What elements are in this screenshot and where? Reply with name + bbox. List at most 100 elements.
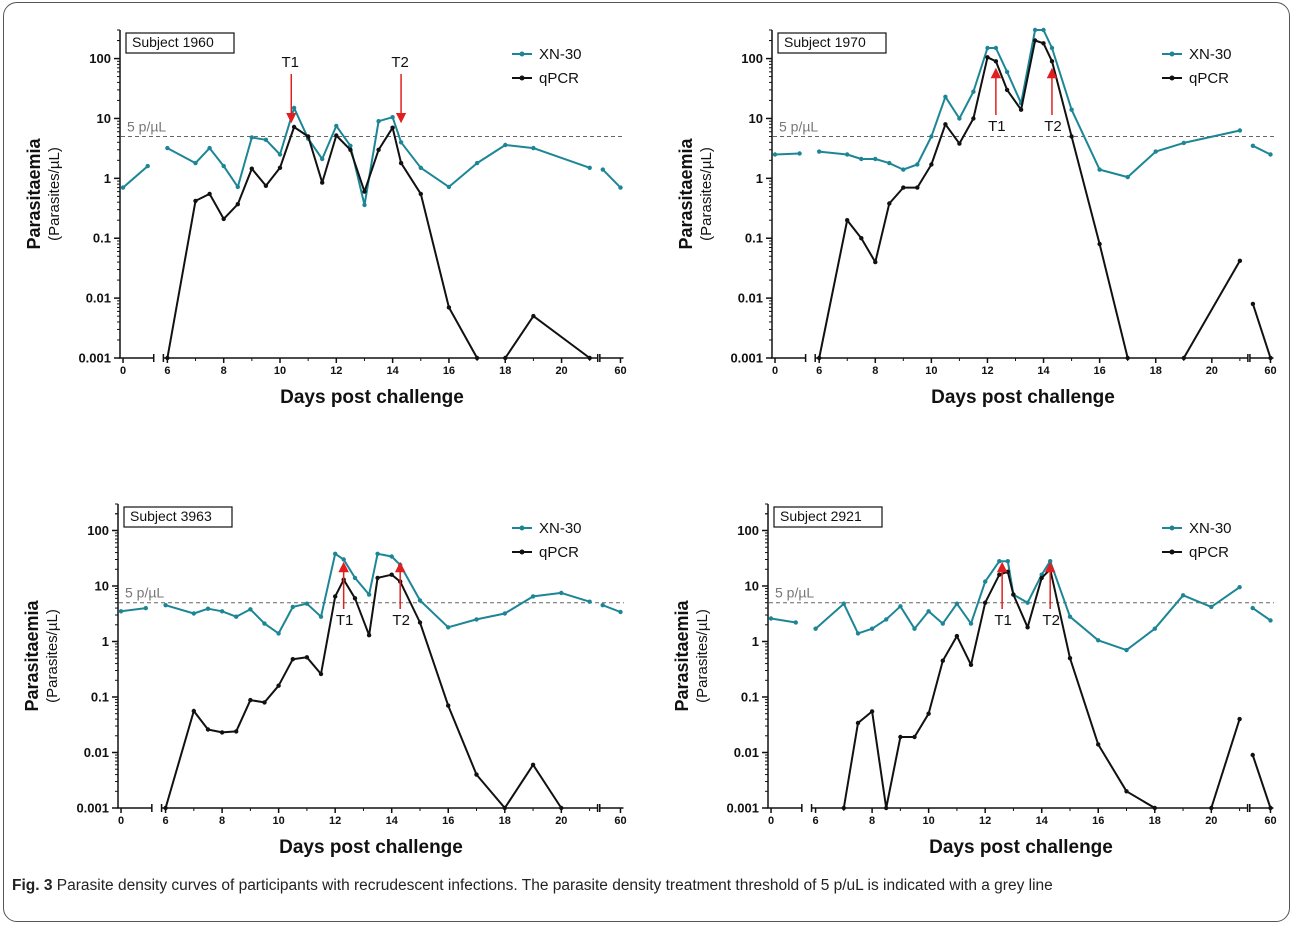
y-tick-label: 0.001 — [726, 801, 759, 816]
treatment-annotation: T2 — [392, 561, 410, 629]
data-point — [318, 614, 324, 619]
legend-marker — [1169, 75, 1175, 81]
data-point — [1250, 143, 1256, 148]
legend-entry: qPCR — [1162, 70, 1229, 87]
data-point — [320, 156, 325, 162]
data-point — [797, 151, 802, 156]
data-point — [304, 655, 310, 660]
data-point — [248, 697, 253, 703]
x-tick-label: 16 — [443, 365, 455, 377]
series-line — [814, 560, 1241, 652]
data-point — [912, 734, 917, 740]
legend-label: XN-30 — [539, 520, 582, 537]
y-tick-label: 0.01 — [86, 291, 111, 306]
data-point — [1268, 618, 1273, 623]
data-point — [912, 626, 917, 631]
y-tick-label: 0.01 — [738, 291, 763, 306]
annotation-label: T1 — [994, 612, 1012, 629]
data-point — [503, 355, 508, 361]
data-point — [1018, 107, 1024, 112]
annotation-label: T2 — [1042, 612, 1060, 629]
annotation-label: T2 — [1044, 118, 1062, 135]
series-qpcr — [841, 567, 1273, 811]
data-point — [234, 614, 239, 619]
data-point — [1124, 789, 1129, 794]
y-tick-label: 1 — [104, 171, 111, 186]
data-point — [587, 599, 592, 604]
y-tick-label: 0.1 — [91, 689, 109, 704]
data-point — [334, 123, 339, 129]
panel-title: Subject 3963 — [130, 508, 212, 524]
data-point — [165, 145, 170, 151]
legend-label: XN-30 — [1189, 46, 1232, 63]
y-tick-label: 0.1 — [741, 689, 759, 704]
panel-title: Subject 2921 — [780, 508, 862, 524]
data-point — [1096, 638, 1101, 643]
y-tick-label: 0.001 — [76, 801, 109, 816]
data-point — [1005, 569, 1010, 574]
data-point — [1268, 152, 1273, 157]
data-point — [841, 805, 846, 811]
y-axis-label: Parasitaemia — [672, 599, 692, 711]
annotation-label: T2 — [392, 612, 410, 629]
series-line — [1251, 754, 1272, 809]
legend-label: qPCR — [1189, 544, 1229, 561]
data-point — [219, 609, 225, 614]
data-point — [333, 594, 338, 599]
data-point — [263, 183, 269, 188]
y-tick-label: 0.1 — [93, 231, 111, 246]
x-axis-label: Days post challenge — [280, 387, 464, 408]
y-tick-label: 0.01 — [84, 745, 109, 760]
data-point — [884, 805, 889, 811]
x-tick-label: 12 — [981, 365, 993, 377]
y-axis-sublabel: (Parasites/µL) — [694, 609, 711, 703]
data-point — [446, 703, 451, 708]
data-point — [375, 575, 380, 581]
data-point — [997, 572, 1002, 577]
data-point — [587, 165, 592, 170]
data-point — [1152, 805, 1158, 811]
data-point — [618, 609, 623, 615]
data-point — [417, 620, 423, 625]
data-point — [1268, 805, 1273, 811]
data-point — [249, 135, 254, 140]
subject-label: Subject 1960 — [125, 32, 235, 54]
threshold-label: 5 p/µL — [127, 118, 166, 134]
data-point — [398, 140, 404, 145]
x-tick-label: 12 — [330, 365, 342, 377]
data-point — [530, 594, 536, 599]
y-tick-label: 0.001 — [78, 351, 111, 366]
data-point — [600, 167, 605, 172]
x-tick-label: 10 — [923, 815, 935, 827]
data-point — [901, 167, 906, 172]
x-tick-label: 12 — [329, 815, 341, 827]
x-tick-label: 60 — [1264, 365, 1276, 377]
data-point — [901, 185, 906, 190]
annotation-label: T1 — [282, 54, 300, 71]
figure-caption: Fig. 3 Parasite density curves of partic… — [12, 874, 1282, 898]
series-line — [166, 126, 478, 359]
x-tick-label: 8 — [872, 365, 878, 377]
data-point — [277, 152, 283, 157]
y-axis-label: Parasitaemia — [24, 137, 44, 249]
data-point — [915, 162, 920, 167]
legend-marker — [519, 549, 525, 555]
annotation-label: T2 — [391, 54, 409, 71]
data-point — [1237, 258, 1243, 263]
data-point — [559, 590, 564, 596]
data-point — [366, 633, 372, 638]
data-point — [165, 355, 170, 361]
legend-label: qPCR — [539, 70, 579, 87]
x-tick-label: 60 — [614, 365, 626, 377]
x-tick-label: 18 — [1149, 815, 1161, 827]
data-point — [1097, 241, 1102, 247]
y-tick-label: 10 — [97, 111, 111, 126]
series-qpcr — [163, 572, 564, 811]
treatment-annotation: T1 — [336, 561, 353, 629]
data-point — [262, 621, 267, 626]
data-point — [118, 609, 124, 614]
data-point — [235, 184, 240, 190]
panel-title-box — [777, 32, 887, 54]
x-tick-label: 12 — [979, 815, 991, 827]
data-point — [1250, 605, 1255, 611]
